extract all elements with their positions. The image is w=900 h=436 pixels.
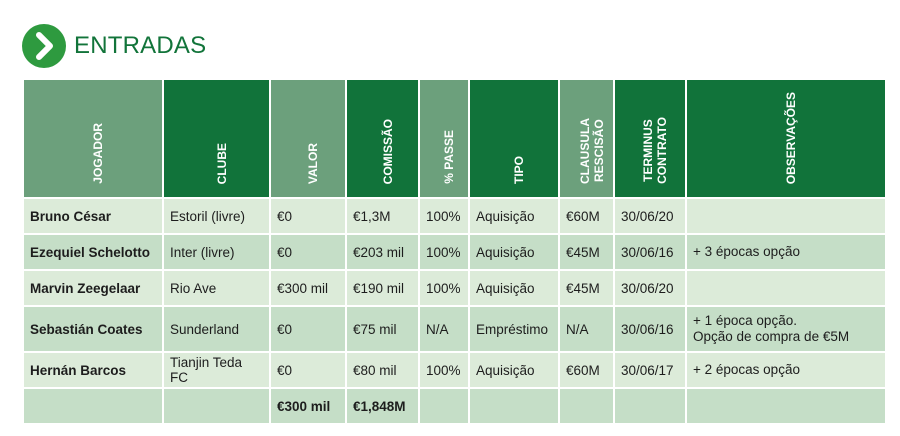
cell-tipo: Empréstimo	[468, 305, 560, 353]
chevron-right-icon	[22, 24, 66, 68]
col-header-valor: VALOR	[269, 78, 347, 199]
cell-clausula: €60M	[558, 351, 615, 389]
obs-line: + 2 épocas opção	[693, 362, 800, 377]
cell-tipo: Aquisição	[468, 233, 560, 271]
cell-terminus: 30/06/20	[613, 197, 687, 235]
cell-jogador: Bruno César	[22, 197, 164, 235]
cell-terminus: 30/06/20	[613, 269, 687, 307]
cell-observacoes: + 1 época opção. Opção de compra de €5M	[685, 305, 887, 353]
cell-tipo: Aquisição	[468, 197, 560, 235]
cell-tipo: Aquisição	[468, 351, 560, 389]
col-header-passe: % PASSE	[418, 78, 470, 199]
cell-clube: Rio Ave	[162, 269, 271, 307]
col-header-clube: CLUBE	[162, 78, 271, 199]
col-header-comissao: COMISSÃO	[345, 78, 420, 199]
obs-line: + 3 épocas opção	[693, 244, 800, 259]
col-header-tipo: TIPO	[468, 78, 560, 199]
cell-terminus: 30/06/16	[613, 305, 687, 353]
obs-line: + 1 época opção.	[693, 313, 797, 328]
cell-valor: €0	[269, 305, 347, 353]
table-row: Hernán Barcos Tianjin Teda FC €0 €80 mil…	[22, 351, 887, 389]
cell-clausula: N/A	[558, 305, 615, 353]
cell-clube: Tianjin Teda FC	[162, 351, 271, 389]
cell-jogador: Ezequiel Schelotto	[22, 233, 164, 271]
total-valor: €300 mil	[269, 387, 347, 425]
cell-jogador: Marvin Zeegelaar	[22, 269, 164, 307]
total-comissao: €1,848M	[345, 387, 420, 425]
cell-valor: €0	[269, 197, 347, 235]
cell-empty	[685, 387, 887, 425]
table-row: Sebastián Coates Sunderland €0 €75 mil N…	[22, 305, 887, 353]
cell-passe: 100%	[418, 197, 470, 235]
cell-comissao: €1,3M	[345, 197, 420, 235]
transfers-table: JOGADOR CLUBE VALOR COMISSÃO % PASSE TIP…	[22, 78, 887, 425]
cell-valor: €300 mil	[269, 269, 347, 307]
totals-row: €300 mil €1,848M	[22, 387, 887, 425]
cell-comissao: €190 mil	[345, 269, 420, 307]
cell-empty	[613, 387, 687, 425]
cell-comissao: €75 mil	[345, 305, 420, 353]
cell-clausula: €60M	[558, 197, 615, 235]
cell-empty	[558, 387, 615, 425]
cell-tipo: Aquisição	[468, 269, 560, 307]
col-header-clausula: CLAUSULA RESCISÃO	[558, 78, 615, 199]
col-header-terminus: TERMINUS CONTRATO	[613, 78, 687, 199]
cell-empty	[22, 387, 164, 425]
table-header-row: JOGADOR CLUBE VALOR COMISSÃO % PASSE TIP…	[22, 78, 887, 199]
section-header: ENTRADAS	[22, 24, 206, 68]
cell-clube: Inter (livre)	[162, 233, 271, 271]
cell-passe: N/A	[418, 305, 470, 353]
cell-jogador: Hernán Barcos	[22, 351, 164, 389]
cell-terminus: 30/06/16	[613, 233, 687, 271]
cell-observacoes: + 3 épocas opção	[685, 233, 887, 271]
cell-terminus: 30/06/17	[613, 351, 687, 389]
cell-jogador: Sebastián Coates	[22, 305, 164, 353]
obs-line: Opção de compra de €5M	[693, 329, 850, 344]
cell-observacoes	[685, 269, 887, 307]
cell-clube: Sunderland	[162, 305, 271, 353]
cell-empty	[418, 387, 470, 425]
col-header-jogador: JOGADOR	[22, 78, 164, 199]
cell-empty	[468, 387, 560, 425]
cell-passe: 100%	[418, 351, 470, 389]
section-title: ENTRADAS	[74, 32, 207, 59]
cell-empty	[162, 387, 271, 425]
col-header-observacoes: OBSERVAÇÕES	[685, 78, 887, 199]
table-row: Bruno César Estoril (livre) €0 €1,3M 100…	[22, 197, 887, 235]
cell-observacoes: + 2 épocas opção	[685, 351, 887, 389]
cell-passe: 100%	[418, 269, 470, 307]
cell-observacoes	[685, 197, 887, 235]
table-row: Marvin Zeegelaar Rio Ave €300 mil €190 m…	[22, 269, 887, 307]
cell-comissao: €80 mil	[345, 351, 420, 389]
cell-comissao: €203 mil	[345, 233, 420, 271]
cell-clube: Estoril (livre)	[162, 197, 271, 235]
cell-clausula: €45M	[558, 233, 615, 271]
cell-valor: €0	[269, 351, 347, 389]
table-row: Ezequiel Schelotto Inter (livre) €0 €203…	[22, 233, 887, 271]
cell-valor: €0	[269, 233, 347, 271]
cell-clausula: €45M	[558, 269, 615, 307]
cell-passe: 100%	[418, 233, 470, 271]
